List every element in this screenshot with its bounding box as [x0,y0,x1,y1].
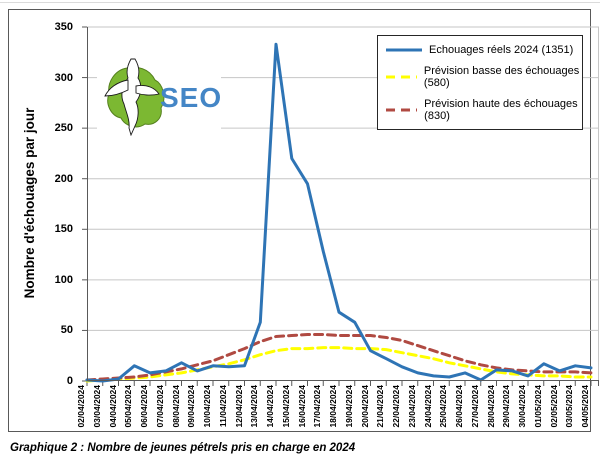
x-axis-tick-label: 24/04/2024 [422,385,433,428]
x-axis-tick-label: 06/04/2024 [139,385,149,428]
legend-label: Echouages réels 2024 (1351) [429,43,574,56]
x-axis-tick-label: 27/04/2024 [469,385,480,428]
x-axis-tick-label: 01/05/2024 [532,385,543,428]
legend-label: Prévision basse des échouages (580) [423,64,580,89]
x-axis-tick-label: 02/05/2024 [548,385,559,428]
x-axis-tick-label: 08/04/2024 [170,385,181,428]
x-axis-tick-label: 16/04/2024 [296,385,307,428]
x-axis-tick-label: 17/04/2024 [312,385,323,428]
legend-entry: Prévision haute des échouages (830) [378,98,582,122]
x-axis-tick-label: 03/04/2024 [91,385,102,428]
legend-line-sample-icon [386,75,417,78]
y-axis-tick-label: 0 [66,375,73,387]
x-axis-tick-label: 18/04/2024 [328,385,338,428]
x-axis-tick-label: 20/04/2024 [359,385,370,428]
x-axis-tick-label: 03/05/2024 [564,385,575,428]
x-axis-tick-label: 21/04/2024 [375,385,386,428]
x-axis-tick-label: 11/04/2024 [217,385,228,428]
x-axis-tick-label: 05/04/2024 [123,385,134,428]
x-axis-tick-label: 04/04/2024 [107,385,118,428]
page-top-rule [0,2,600,3]
chart-legend: Echouages réels 2024 (1351) Prévision bas… [377,35,583,130]
x-axis-tick-label: 28/04/2024 [485,385,496,428]
seor-logo: SEOR [97,56,242,137]
x-axis-tick-label: 09/04/2024 [186,385,197,428]
series-line-1 [85,346,593,383]
x-axis-tick-label: 22/04/2024 [391,385,401,428]
legend-line-sample-icon [386,48,422,51]
x-axis-tick-label: 04/05/2024 [580,385,590,428]
x-axis-tick-label: 29/04/2024 [501,385,512,428]
petrel-wing-right-icon [135,85,160,96]
y-axis-tick-label: 200 [54,172,73,185]
figure-caption: Graphique 2 : Nombre de jeunes pétrels p… [10,442,356,454]
legend-entry: Prévision basse des échouages (580) [378,65,582,89]
x-axis-tick-label: 14/04/2024 [265,385,275,428]
petrel-wing-left-icon [104,79,129,97]
x-axis-tick-label: 10/04/2024 [202,385,212,428]
x-axis-tick-label: 12/04/2024 [233,385,244,428]
y-axis-tick-label: 350 [54,21,73,33]
x-axis-tick-label: 15/04/2024 [280,385,291,428]
y-axis-tick-label: 50 [60,324,73,337]
y-axis-tick-label: 300 [54,71,73,84]
x-axis-tick-label: 19/04/2024 [343,385,354,428]
legend-label: Prévision haute des échouages (830) [424,97,578,122]
seor-logo-text: SEOR [160,82,221,113]
y-axis-tick-label: 250 [54,122,73,135]
chart-frame: Nombre d'échouages par jour 0 50 100 150 200… [8,9,599,432]
x-axis-tick-label: 02/04/2024 [76,385,86,428]
y-axis-title: Nombre d'échouages par jour [22,107,37,299]
x-axis-tick-label: 07/04/2024 [154,385,165,428]
series-line-0 [85,42,593,383]
petrel-bird-icon [121,58,142,137]
y-axis-tick-label: 150 [54,223,73,236]
legend-entry: Echouages réels 2024 (1351) [378,44,582,56]
x-axis-tick-label: 13/04/2024 [249,385,260,428]
x-axis-tick-label: 30/04/2024 [517,385,527,428]
x-axis-tick-label: 23/04/2024 [406,385,417,428]
y-axis-tick-label: 100 [54,273,73,286]
legend-line-sample-icon [386,108,418,111]
x-axis-tick-label: 25/04/2024 [438,385,449,428]
x-axis-tick-label: 26/04/2024 [454,385,464,428]
